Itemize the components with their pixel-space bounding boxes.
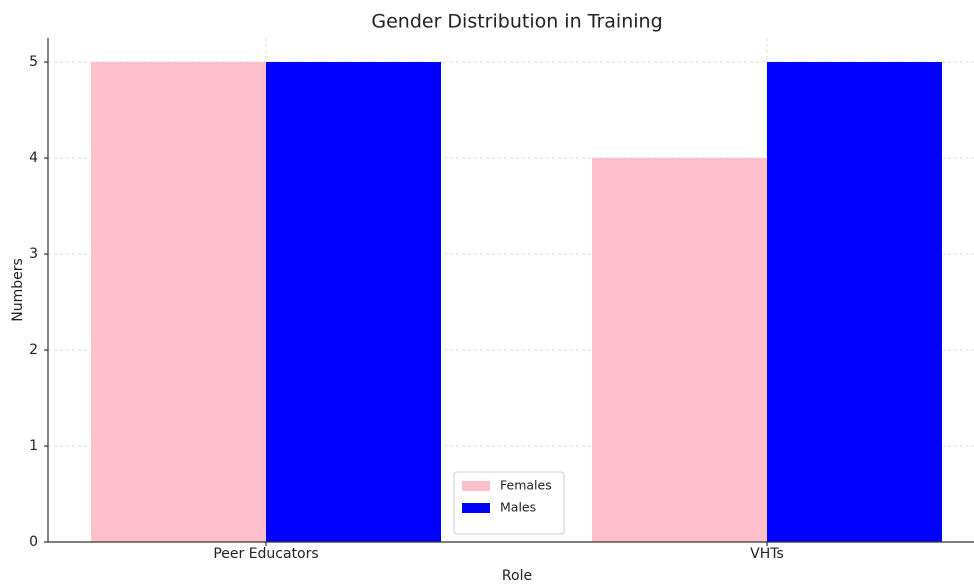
- y-tick-label: 3: [29, 246, 38, 262]
- bar: [592, 158, 767, 542]
- x-tick-label: Peer Educators: [213, 546, 318, 562]
- x-axis-label: Role: [502, 568, 532, 584]
- legend-label: Males: [500, 500, 536, 515]
- y-tick-label: 4: [29, 150, 38, 166]
- legend-swatch: [462, 481, 490, 491]
- legend-swatch: [462, 503, 490, 513]
- y-tick-label: 1: [29, 438, 38, 454]
- bar: [91, 62, 266, 542]
- y-tick-label: 0: [29, 534, 38, 550]
- legend: Females Males: [453, 471, 565, 535]
- chart-title: Gender Distribution in Training: [371, 11, 662, 33]
- bar: [767, 62, 942, 542]
- x-tick-label: VHTs: [750, 546, 784, 562]
- bar: [266, 62, 441, 542]
- legend-label: Females: [500, 478, 552, 493]
- y-tick-label: 2: [29, 342, 38, 358]
- y-tick-label: 5: [29, 54, 38, 70]
- y-axis-label: Numbers: [10, 258, 26, 322]
